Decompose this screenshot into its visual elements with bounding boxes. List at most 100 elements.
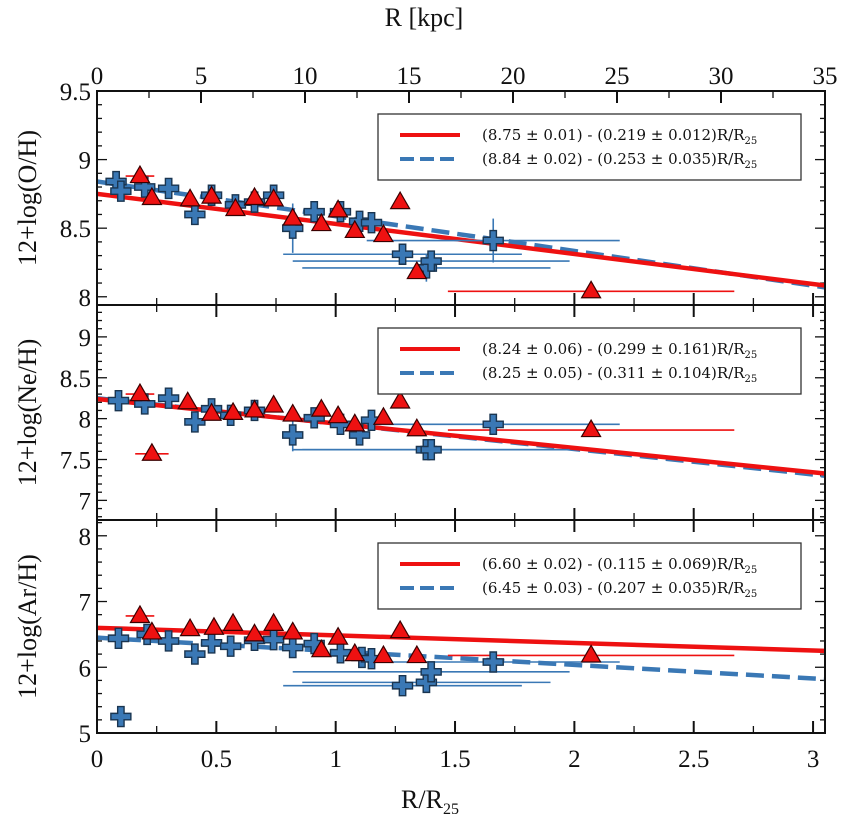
y-tick-label: 8.5	[60, 366, 91, 393]
x-tick-label: 0	[91, 746, 104, 773]
data-layer	[97, 164, 825, 728]
legend-box	[377, 327, 802, 395]
red-triangle-marker	[179, 188, 201, 207]
x-tick-label: 3	[807, 746, 820, 773]
y-tick-label: 9	[79, 148, 92, 175]
blue-plus-marker	[420, 250, 442, 272]
blue-plus-marker	[219, 635, 242, 657]
y-tick-label: 8	[79, 524, 92, 551]
x-tick-label: 0.5	[201, 746, 232, 773]
y-tick-label: 5	[79, 721, 92, 748]
legend-entry-text: (6.45 ± 0.03) - (0.207 ± 0.035)R/R25	[482, 579, 757, 600]
y-axis-title: 12+log(Ne/H)	[13, 339, 42, 487]
blue-plus-marker	[184, 643, 206, 665]
legend-entry-sub: 25	[745, 136, 758, 147]
red-triangle-marker	[344, 642, 366, 662]
blue-plus-marker	[282, 424, 304, 446]
top-x-tick-label: 15	[397, 63, 422, 90]
red-triangle-marker	[372, 644, 394, 664]
blue-plus-marker	[329, 642, 352, 664]
red-triangle-marker	[141, 186, 163, 206]
panel-1-data	[97, 164, 825, 299]
legend-entry-text: (8.24 ± 0.06) - (0.299 ± 0.161)R/R25	[482, 340, 757, 361]
blue-plus-marker	[391, 674, 414, 697]
legend-entry-main: (6.60 ± 0.02) - (0.115 ± 0.069)R/R	[482, 555, 745, 573]
y-tick-label: 7	[79, 488, 92, 515]
red-triangle-marker	[344, 413, 366, 432]
red-triangle-marker	[203, 616, 225, 635]
blue-plus-marker	[360, 409, 383, 431]
top-axis-title: R [kpc]	[385, 3, 464, 32]
red-triangle-marker	[310, 212, 332, 232]
legend-entry-main: (8.84 ± 0.02) - (0.253 ± 0.035)R/R	[482, 150, 745, 168]
red-triangle-marker	[310, 398, 332, 417]
y-tick-label: 8	[79, 407, 92, 434]
red-triangle-marker	[243, 623, 266, 642]
axes-layer: 8 8.5 9 9.5 12+log(O/H) 7 7.5 8 8.5 9 12+log(Ne/H)…	[13, 63, 838, 773]
legend-entry-text: (8.84 ± 0.02) - (0.253 ± 0.035)R/R25	[482, 150, 757, 171]
red-triangle-marker	[310, 638, 332, 658]
red-triangle-marker	[141, 442, 163, 461]
top-x-tick-label: 10	[293, 63, 318, 90]
blue-plus-marker	[482, 413, 504, 436]
red-triangle-marker	[406, 418, 428, 437]
red-triangle-marker	[372, 406, 394, 425]
red-triangle-marker	[327, 199, 349, 218]
red-triangle-marker	[372, 223, 394, 243]
red-triangle-marker	[243, 186, 266, 206]
legend-entry-sub: 25	[745, 565, 758, 576]
blue-plus-marker	[107, 627, 130, 650]
panel-1-plot-area	[97, 164, 825, 299]
blue-plus-marker	[184, 203, 206, 226]
blue-plus-marker	[348, 210, 371, 233]
panel-3-plot-area	[97, 604, 825, 728]
x-axis-title: R/R25	[401, 785, 459, 818]
y-axis-title: 12+log(O/H)	[13, 130, 42, 266]
red-triangle-marker	[179, 617, 201, 637]
red-triangle-marker	[389, 619, 411, 639]
blue-plus-marker	[282, 636, 304, 659]
red-triangle-marker	[177, 391, 199, 410]
panel-3-legend: (6.60 ± 0.02) - (0.115 ± 0.069)R/R25(6.4…	[377, 542, 802, 610]
x-tick-label: 2.5	[678, 746, 709, 773]
red-triangle-marker	[222, 401, 244, 421]
red-triangle-marker	[224, 197, 246, 217]
legend-entry-sub: 25	[745, 374, 758, 385]
panel-2-data	[97, 382, 825, 478]
panel-2-legend: (8.24 ± 0.06) - (0.299 ± 0.161)R/R25(8.2…	[377, 327, 802, 395]
legend-entry-sub: 25	[745, 350, 758, 361]
red-triangle-marker	[222, 612, 244, 631]
panel-2-plot-area	[97, 382, 825, 478]
panel-1-legend: (8.75 ± 0.01) - (0.219 ± 0.012)R/R25 (8.8…	[377, 113, 802, 181]
x-axis-title-main: R/R	[401, 785, 444, 814]
blue-plus-marker	[391, 243, 414, 265]
red-triangle-marker	[263, 188, 285, 207]
legend-entry-text: (8.75 ± 0.01) - (0.219 ± 0.012)R/R25	[482, 126, 757, 147]
blue-plus-marker	[482, 229, 504, 252]
y-tick-label: 8.5	[60, 216, 91, 243]
red-triangle-marker	[141, 621, 163, 640]
blue-plus-marker	[110, 180, 132, 202]
red-triangle-marker	[389, 390, 411, 409]
red-triangle-marker	[282, 403, 304, 422]
legend-entry-main: (8.25 ± 0.05) - (0.311 ± 0.104)R/R	[482, 364, 745, 382]
x-tick-label: 1	[329, 746, 342, 773]
y-tick-label: 8	[79, 285, 92, 312]
blue-plus-marker	[262, 628, 285, 651]
red-fit-line	[97, 191, 825, 288]
blue-plus-marker	[157, 177, 180, 200]
x-axis-title-sub: 25	[443, 801, 459, 818]
blue-plus-marker	[200, 632, 223, 654]
blue-plus-marker	[107, 389, 130, 412]
top-x-tick-label: 20	[501, 63, 526, 90]
blue-plus-marker	[360, 211, 383, 234]
legend-entry-main: (8.24 ± 0.06) - (0.299 ± 0.161)R/R	[482, 340, 745, 358]
legend-entry-sub: 25	[745, 589, 758, 600]
blue-plus-marker	[110, 705, 132, 728]
red-triangle-marker	[129, 164, 151, 184]
red-triangle-marker	[580, 280, 602, 299]
red-triangle-marker	[344, 219, 366, 239]
red-triangle-marker	[406, 260, 428, 280]
red-triangle-marker	[201, 402, 223, 421]
top-x-tick-label: 5	[195, 63, 208, 90]
